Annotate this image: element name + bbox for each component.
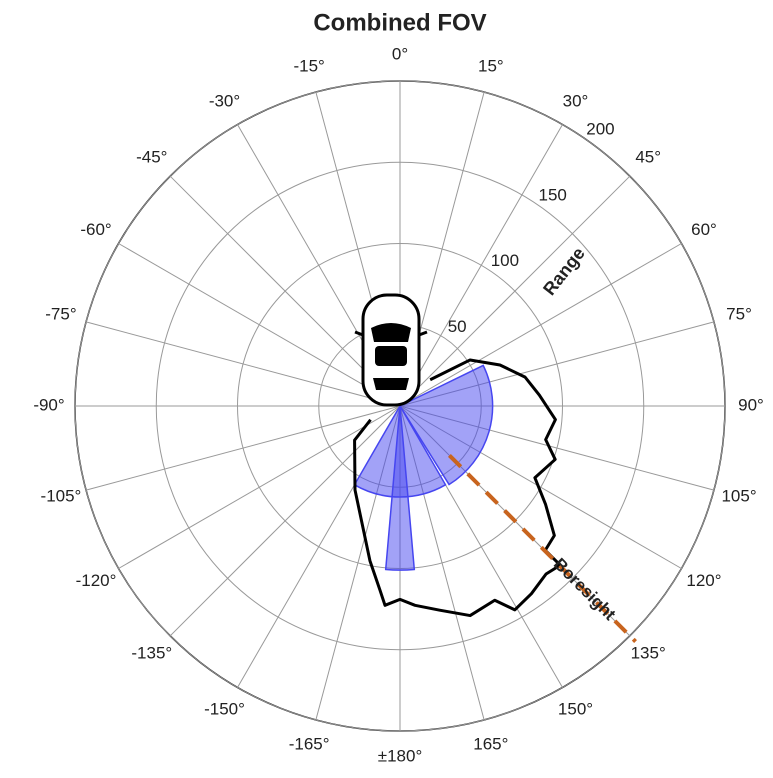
- chart-title: Combined FOV: [313, 9, 486, 36]
- theta-tick-label: 30°: [563, 92, 589, 111]
- theta-tick-label: -120°: [76, 571, 117, 590]
- theta-tick-label: -150°: [204, 699, 245, 718]
- theta-tick-label: 105°: [721, 486, 756, 505]
- theta-tick-label: 150°: [558, 699, 593, 718]
- theta-tick-label: 45°: [635, 147, 661, 166]
- theta-tick-label: 60°: [691, 220, 717, 239]
- theta-tick-label: -135°: [131, 644, 172, 663]
- theta-tick-label: 135°: [631, 644, 666, 663]
- theta-tick-label: 75°: [726, 305, 752, 324]
- theta-tick-label: -165°: [289, 735, 330, 754]
- theta-tick-label: 15°: [478, 56, 504, 75]
- theta-tick-label: 90°: [738, 395, 764, 414]
- theta-tick-label: -45°: [136, 147, 167, 166]
- theta-tick-label: -105°: [41, 486, 82, 505]
- chart: Combined FOV 0° 15° 30° 45° 60° 75° 90° 105° 120…: [0, 0, 773, 773]
- range-tick-label: 200: [586, 120, 614, 139]
- theta-tick-label: 165°: [473, 735, 508, 754]
- range-axis-label: Range: [539, 243, 589, 299]
- theta-tick-label: -30°: [209, 92, 240, 111]
- range-tick-label: 100: [491, 251, 519, 270]
- car-icon: [355, 295, 427, 405]
- theta-tick-label: 0°: [392, 44, 408, 63]
- theta-tick-label: -60°: [80, 220, 111, 239]
- theta-tick-label: ±180°: [378, 746, 423, 765]
- theta-tick-label: -90°: [33, 395, 64, 414]
- theta-tick-label: -15°: [293, 56, 324, 75]
- theta-tick-label: 120°: [686, 571, 721, 590]
- range-tick-label: 50: [448, 317, 467, 336]
- range-tick-label: 150: [538, 185, 566, 204]
- theta-tick-label: -75°: [45, 305, 76, 324]
